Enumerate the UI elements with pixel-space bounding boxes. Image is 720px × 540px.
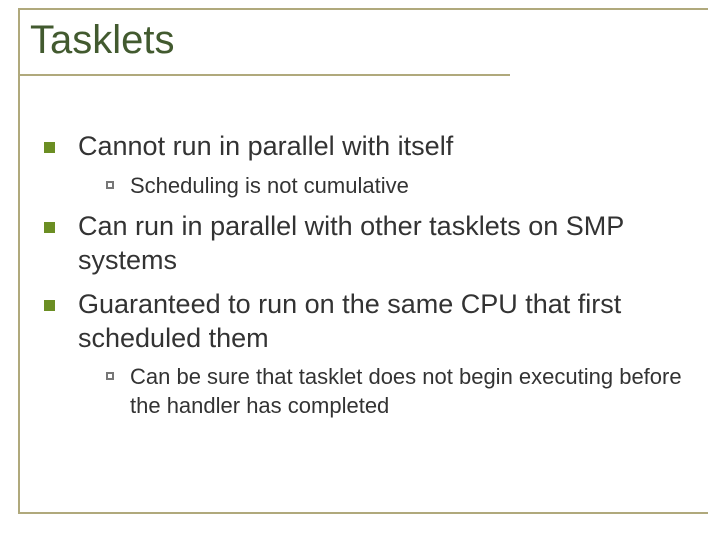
sub-list: Can be sure that tasklet does not begin …	[78, 363, 692, 420]
sub-list-item: Can be sure that tasklet does not begin …	[106, 363, 692, 420]
sub-list-item-text: Scheduling is not cumulative	[130, 173, 409, 198]
square-bullet-icon	[44, 222, 55, 233]
bullet-list: Cannot run in parallel with itself Sched…	[44, 130, 692, 421]
list-item-text: Guaranteed to run on the same CPU that f…	[78, 289, 621, 353]
square-outline-bullet-icon	[106, 181, 114, 189]
square-bullet-icon	[44, 142, 55, 153]
slide: Tasklets Cannot run in parallel with its…	[0, 0, 720, 540]
slide-title: Tasklets	[30, 18, 175, 63]
sub-list: Scheduling is not cumulative	[78, 172, 692, 201]
square-outline-bullet-icon	[106, 372, 114, 380]
list-item-text: Can run in parallel with other tasklets …	[78, 211, 624, 275]
top-rule	[18, 8, 708, 10]
sub-list-item: Scheduling is not cumulative	[106, 172, 692, 201]
square-bullet-icon	[44, 300, 55, 311]
sub-list-item-text: Can be sure that tasklet does not begin …	[130, 364, 682, 418]
title-underline	[18, 74, 510, 76]
list-item: Cannot run in parallel with itself Sched…	[44, 130, 692, 200]
list-item-text: Cannot run in parallel with itself	[78, 131, 453, 161]
list-item: Guaranteed to run on the same CPU that f…	[44, 288, 692, 421]
content-area: Cannot run in parallel with itself Sched…	[44, 130, 692, 431]
bottom-rule	[18, 512, 708, 514]
list-item: Can run in parallel with other tasklets …	[44, 210, 692, 278]
left-rule	[18, 8, 20, 514]
